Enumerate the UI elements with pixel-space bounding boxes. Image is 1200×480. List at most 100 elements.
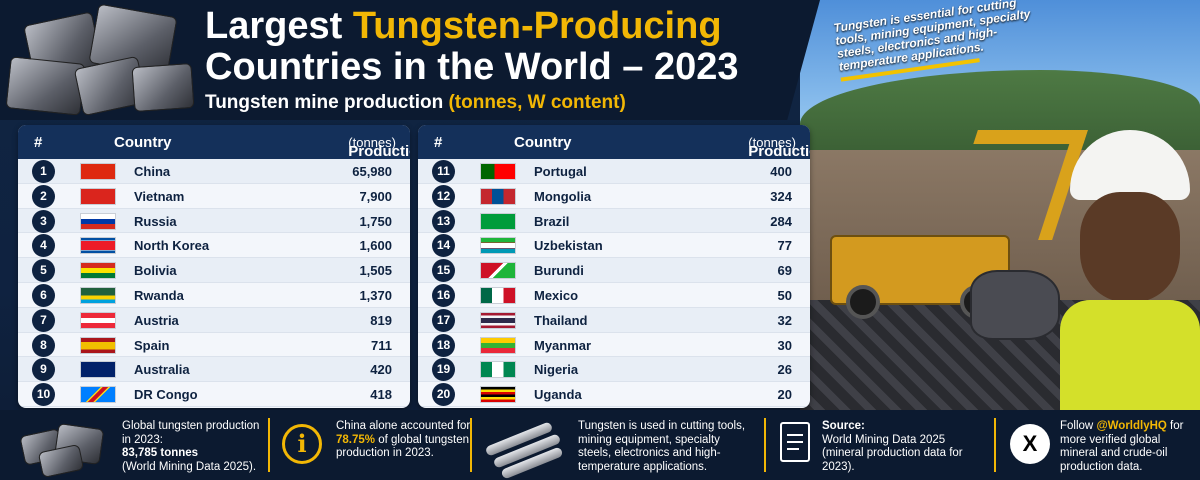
- production-value: 1,600: [359, 238, 392, 254]
- country-name: Rwanda: [134, 287, 184, 303]
- country-name: DR Congo: [134, 387, 198, 403]
- country-name: North Korea: [134, 238, 210, 254]
- country-name: China: [134, 164, 171, 179]
- portugal-flag: [480, 163, 516, 180]
- table-body: 11 Portugal 400 12 Mongolia 324 13 Brazil 284 14 U…: [418, 159, 810, 407]
- bolivia-flag: [80, 262, 116, 280]
- table-row: 10 DR Congo 418: [18, 382, 410, 407]
- country-name: Burundi: [534, 263, 584, 279]
- production-value: 7,900: [359, 188, 392, 204]
- production-value: 400: [770, 164, 792, 179]
- country-name: Russia: [134, 213, 177, 229]
- country-name: Myanmar: [534, 337, 592, 353]
- table-row: 16 Mexico 50: [418, 283, 810, 308]
- table-row: 12 Mongolia 324: [418, 184, 810, 209]
- header: Largest Tungsten-Producing Countries in …: [0, 0, 820, 120]
- table-row: 18 Myanmar 30: [418, 333, 810, 358]
- mexico-flag: [480, 286, 516, 304]
- russia-flag: [80, 212, 116, 230]
- production-header: Production (tonnes): [348, 135, 410, 160]
- production-value: 420: [370, 362, 392, 378]
- rank-badge: 15: [432, 259, 455, 283]
- north-korea-flag: [80, 237, 116, 255]
- table-row: 3 Russia 1,750: [18, 208, 410, 234]
- austria-flag: [80, 311, 116, 329]
- rank-badge: 16: [432, 283, 455, 307]
- rank-header: #: [434, 134, 443, 151]
- dr-congo-flag: [80, 386, 116, 404]
- production-value: 819: [370, 312, 392, 328]
- footer-bar: Global tungsten production in 2023: 83,7…: [0, 410, 1200, 480]
- table-header: # Country Production (tonnes): [418, 125, 810, 160]
- country-name: Nigeria: [534, 362, 579, 378]
- production-value: 26: [777, 362, 792, 378]
- production-value: 20: [777, 387, 792, 403]
- rank-badge: 12: [432, 184, 455, 208]
- hard-hat: [1070, 130, 1190, 200]
- production-value: 69: [777, 263, 792, 279]
- ore-pile-icon: [12, 418, 112, 479]
- country-name: Uzbekistan: [534, 238, 603, 254]
- rank-badge: 19: [432, 358, 455, 382]
- country-name: Australia: [134, 362, 190, 378]
- country-name: Uganda: [534, 387, 582, 403]
- table-row: 7 Austria 819: [18, 307, 410, 333]
- production-value: 324: [770, 188, 792, 204]
- country-name: Thailand: [534, 312, 588, 328]
- country-name: Bolivia: [134, 263, 177, 279]
- production-value: 30: [777, 337, 792, 353]
- rank-badge: 17: [432, 308, 455, 332]
- table-row: 11 Portugal 400: [418, 159, 810, 184]
- country-header: Country: [514, 134, 572, 151]
- table-row: 5 Bolivia 1,505: [18, 258, 410, 283]
- ranking-table-1-10: # Country Production (tonnes) 1 China 65,9…: [18, 125, 410, 408]
- table-row: 14 Uzbekistan 77: [418, 233, 810, 259]
- document-icon: [780, 422, 810, 462]
- rank-badge: 3: [32, 209, 55, 233]
- brazil-flag: [480, 212, 516, 230]
- production-value: 711: [371, 337, 392, 353]
- divider: [470, 418, 472, 472]
- rank-badge: 10: [32, 383, 55, 407]
- country-name: Mongolia: [534, 188, 592, 204]
- table-row: 17 Thailand 32: [418, 307, 810, 333]
- table-row: 15 Burundi 69: [418, 258, 810, 283]
- x-logo-icon[interactable]: X: [1010, 424, 1050, 464]
- rank-badge: 6: [32, 283, 55, 307]
- rank-badge: 1: [32, 160, 55, 183]
- tungsten-ore-rock: [970, 270, 1060, 340]
- rank-badge: 11: [432, 160, 455, 183]
- info-icon: i: [282, 424, 322, 464]
- worker-face: [1080, 192, 1180, 302]
- china-share-info: i China alone accounted for 78.75% of gl…: [276, 416, 476, 476]
- country-name: Mexico: [534, 287, 579, 303]
- ranking-table-11-20: # Country Production (tonnes) 11 Portugal…: [418, 125, 810, 408]
- country-name: Austria: [134, 312, 179, 328]
- follow-info: X Follow @WorldlyHQ for more verified gl…: [1002, 416, 1197, 476]
- miner-worker: [970, 130, 1200, 410]
- vietnam-flag: [80, 187, 116, 205]
- production-value: 418: [370, 387, 392, 403]
- divider: [764, 418, 766, 472]
- table-row: 8 Spain 711: [18, 333, 410, 358]
- tungsten-rods-icon: [484, 421, 564, 480]
- table-row: 4 North Korea 1,600: [18, 233, 410, 259]
- table-row: 9 Australia 420: [18, 357, 410, 383]
- table-row: 19 Nigeria 26: [418, 357, 810, 383]
- nigeria-flag: [480, 361, 516, 379]
- country-name: Vietnam: [134, 188, 185, 204]
- production-value: 1,370: [359, 287, 392, 303]
- uses-info: Tungsten is used in cutting tools, minin…: [478, 416, 758, 480]
- rank-badge: 14: [432, 234, 455, 258]
- uganda-flag: [480, 386, 516, 404]
- rank-header: #: [34, 134, 43, 151]
- production-value: 32: [777, 312, 792, 328]
- rank-badge: 5: [32, 259, 55, 283]
- production-value: 1,750: [359, 213, 392, 229]
- rank-badge: 20: [432, 383, 455, 407]
- mongolia-flag: [480, 187, 516, 205]
- tungsten-ore-icon: [5, 3, 198, 117]
- rank-badge: 13: [432, 209, 455, 233]
- safety-vest: [1060, 300, 1200, 410]
